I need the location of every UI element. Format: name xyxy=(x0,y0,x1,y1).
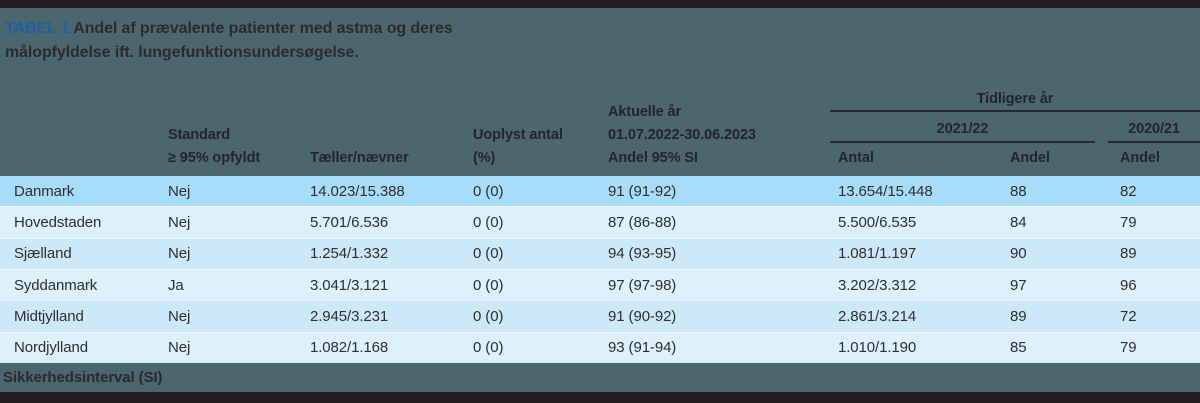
table-row-hovedstaden: Hovedstaden Nej 5.701/6.536 0 (0) 87 (86… xyxy=(0,206,1200,238)
column-header-uoplyst-antal: Uoplyst antal (%) xyxy=(473,127,563,166)
cell-andel-2020-21: 82 xyxy=(1120,182,1137,200)
cell-andel-95si: 91 (90-92) xyxy=(608,307,677,325)
table-number-label: TABEL 1 xyxy=(5,20,70,37)
cell-region: Sjælland xyxy=(14,245,72,263)
cell-andel-2021-22: 88 xyxy=(1010,182,1027,200)
cell-andel-2020-21: 96 xyxy=(1120,276,1137,294)
rule-2020-21 xyxy=(1108,141,1200,143)
cell-taeller-naevner: 1.082/1.168 xyxy=(310,339,389,357)
table-row-danmark: Danmark Nej 14.023/15.388 0 (0) 91 (91-9… xyxy=(0,176,1200,207)
cell-standard: Nej xyxy=(168,182,191,200)
cell-uoplyst: 0 (0) xyxy=(473,276,504,294)
cell-antal-2021-22: 2.861/3.214 xyxy=(838,307,917,325)
cell-andel-95si: 94 (93-95) xyxy=(608,245,677,263)
cell-andel-2021-22: 84 xyxy=(1010,213,1027,231)
rule-2021-22 xyxy=(830,141,1095,143)
footnote-text: Sikkerhedsinterval (SI) xyxy=(3,369,163,386)
cell-region: Midtjylland xyxy=(14,307,84,325)
cell-taeller-naevner: 5.701/6.536 xyxy=(310,213,389,231)
cell-andel-2020-21: 89 xyxy=(1120,245,1137,263)
cell-taeller-naevner: 2.945/3.231 xyxy=(310,307,389,325)
cell-andel-95si: 97 (97-98) xyxy=(608,276,677,294)
cell-andel-2020-21: 72 xyxy=(1120,307,1137,325)
cell-andel-2020-21: 79 xyxy=(1120,339,1137,357)
cell-antal-2021-22: 1.010/1.190 xyxy=(838,339,917,357)
cell-andel-2021-22: 89 xyxy=(1010,307,1027,325)
table-title-text1: Andel af prævalente patienter med astma … xyxy=(73,20,453,37)
cell-standard: Nej xyxy=(168,245,191,263)
cell-standard: Ja xyxy=(168,276,184,294)
cell-antal-2021-22: 1.081/1.197 xyxy=(838,245,917,263)
cell-uoplyst: 0 (0) xyxy=(473,245,504,263)
column-header-taeller-naevner: Tæller/nævner xyxy=(310,150,409,166)
cell-andel-95si: 91 (91-92) xyxy=(608,182,677,200)
cell-uoplyst: 0 (0) xyxy=(473,339,504,357)
cell-andel-95si: 87 (86-88) xyxy=(608,213,677,231)
cell-andel-2021-22: 97 xyxy=(1010,276,1027,294)
cell-antal-2021-22: 13.654/15.448 xyxy=(838,182,933,200)
column-header-antal-2021-22: Antal xyxy=(838,150,874,166)
cell-standard: Nej xyxy=(168,213,191,231)
cell-andel-2021-22: 85 xyxy=(1010,339,1027,357)
cell-standard: Nej xyxy=(168,339,191,357)
column-header-andel-2021-22: Andel xyxy=(1010,150,1050,166)
table-row-midtjylland: Midtjylland Nej 2.945/3.231 0 (0) 91 (90… xyxy=(0,300,1200,332)
cell-uoplyst: 0 (0) xyxy=(473,182,504,200)
cell-region: Syddanmark xyxy=(14,276,98,294)
group-header-2021-22: 2021/22 xyxy=(936,121,989,137)
top-border xyxy=(0,0,1200,8)
bottom-border xyxy=(0,392,1200,403)
column-header-standard: Standard ≥ 95% opfyldt xyxy=(168,127,261,166)
cell-andel-2020-21: 79 xyxy=(1120,213,1137,231)
cell-taeller-naevner: 14.023/15.388 xyxy=(310,182,405,200)
table-row-sjaelland: Sjælland Nej 1.254/1.332 0 (0) 94 (93-95… xyxy=(0,237,1200,269)
table-body: Danmark Nej 14.023/15.388 0 (0) 91 (91-9… xyxy=(0,176,1200,363)
cell-uoplyst: 0 (0) xyxy=(473,307,504,325)
column-header-andel-2020-21: Andel xyxy=(1120,150,1160,166)
cell-standard: Nej xyxy=(168,307,191,325)
cell-region: Hovedstaden xyxy=(14,213,102,231)
cell-antal-2021-22: 5.500/6.535 xyxy=(838,213,917,231)
table-title: TABEL 1 Andel af prævalente patienter me… xyxy=(5,17,605,65)
table-title-line1: TABEL 1 Andel af prævalente patienter me… xyxy=(5,17,605,41)
table-title-text2: målopfyldelse ift. lungefunktionsundersø… xyxy=(5,44,359,61)
rule-tidligere-aar xyxy=(830,110,1200,112)
cell-andel-2021-22: 90 xyxy=(1010,245,1027,263)
table-row-nordjylland: Nordjylland Nej 1.082/1.168 0 (0) 93 (91… xyxy=(0,331,1200,363)
cell-taeller-naevner: 3.041/3.121 xyxy=(310,276,389,294)
cell-antal-2021-22: 3.202/3.312 xyxy=(838,276,917,294)
cell-uoplyst: 0 (0) xyxy=(473,213,504,231)
group-header-tidligere-aar: Tidligere år xyxy=(976,91,1054,107)
cell-andel-95si: 93 (91-94) xyxy=(608,339,677,357)
column-header-aktuelle-aar: Aktuelle år 01.07.2022-30.06.2023 Andel … xyxy=(608,104,756,166)
cell-taeller-naevner: 1.254/1.332 xyxy=(310,245,389,263)
cell-region: Nordjylland xyxy=(14,339,88,357)
table-footnote: Sikkerhedsinterval (SI) xyxy=(0,363,1200,392)
cell-region: Danmark xyxy=(14,182,75,200)
group-header-2020-21: 2020/21 xyxy=(1128,121,1180,137)
table-row-syddanmark: Syddanmark Ja 3.041/3.121 0 (0) 97 (97-9… xyxy=(0,268,1200,301)
